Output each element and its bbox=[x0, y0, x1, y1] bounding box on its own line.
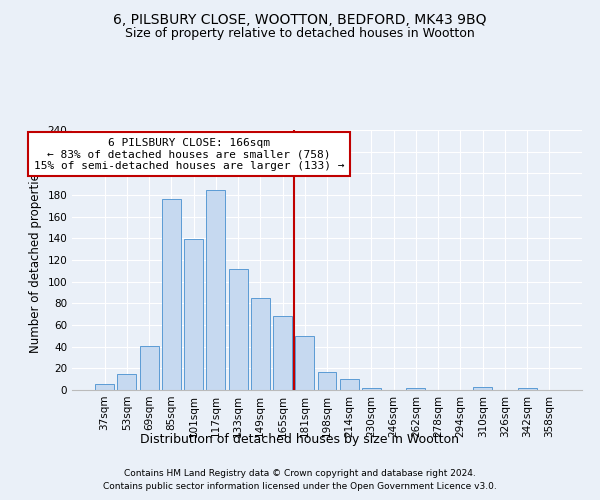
Bar bbox=[317, 372, 337, 390]
Bar bbox=[406, 388, 425, 390]
Text: 6, PILSBURY CLOSE, WOOTTON, BEDFORD, MK43 9BQ: 6, PILSBURY CLOSE, WOOTTON, BEDFORD, MK4… bbox=[113, 12, 487, 26]
Text: Contains public sector information licensed under the Open Government Licence v3: Contains public sector information licen… bbox=[103, 482, 497, 491]
Bar bbox=[162, 200, 181, 390]
Bar bbox=[118, 374, 136, 390]
Bar bbox=[140, 346, 158, 390]
Bar bbox=[295, 336, 314, 390]
Y-axis label: Number of detached properties: Number of detached properties bbox=[29, 167, 42, 353]
Bar bbox=[340, 379, 359, 390]
Text: Distribution of detached houses by size in Wootton: Distribution of detached houses by size … bbox=[140, 432, 460, 446]
Text: Size of property relative to detached houses in Wootton: Size of property relative to detached ho… bbox=[125, 28, 475, 40]
Text: 6 PILSBURY CLOSE: 166sqm
← 83% of detached houses are smaller (758)
15% of semi-: 6 PILSBURY CLOSE: 166sqm ← 83% of detach… bbox=[34, 138, 344, 171]
Bar bbox=[273, 316, 292, 390]
Bar bbox=[362, 388, 381, 390]
Bar bbox=[251, 298, 270, 390]
Text: Contains HM Land Registry data © Crown copyright and database right 2024.: Contains HM Land Registry data © Crown c… bbox=[124, 468, 476, 477]
Bar bbox=[229, 268, 248, 390]
Bar bbox=[206, 190, 225, 390]
Bar bbox=[184, 240, 203, 390]
Bar bbox=[473, 387, 492, 390]
Bar bbox=[95, 384, 114, 390]
Bar bbox=[518, 388, 536, 390]
